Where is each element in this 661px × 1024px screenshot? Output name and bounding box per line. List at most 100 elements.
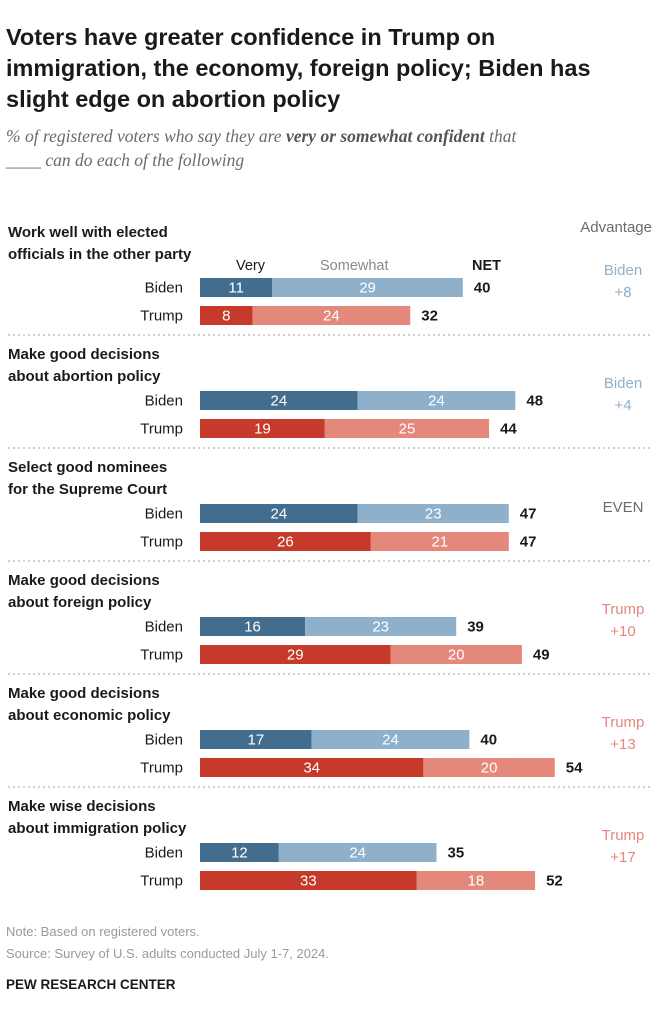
bar-somewhat-trump bbox=[252, 306, 411, 325]
category-label: Work well with elected bbox=[8, 224, 168, 241]
row-label-biden: Biden bbox=[145, 732, 183, 749]
chart-title-line-3: slight edge on abortion policy bbox=[6, 86, 340, 112]
category-label: about economic policy bbox=[8, 707, 171, 724]
advantage-label: Biden bbox=[604, 262, 642, 279]
bar-very-trump bbox=[200, 645, 391, 664]
value-very: 24 bbox=[270, 506, 287, 523]
value-net: 40 bbox=[474, 280, 491, 297]
value-very: 11 bbox=[228, 280, 244, 297]
advantage-label: Trump bbox=[602, 714, 645, 731]
value-somewhat: 18 bbox=[468, 873, 485, 890]
bar-very-trump bbox=[200, 419, 325, 438]
value-somewhat: 24 bbox=[349, 845, 366, 862]
row-label-trump: Trump bbox=[140, 647, 183, 664]
category-label: Make good decisions bbox=[8, 685, 160, 702]
value-net: 52 bbox=[546, 873, 563, 890]
value-very: 34 bbox=[303, 760, 320, 777]
category-label: about immigration policy bbox=[8, 820, 187, 837]
value-very: 33 bbox=[300, 873, 317, 890]
row-label-trump: Trump bbox=[140, 421, 183, 438]
chart-subtitle-line-1: % of registered voters who say they are … bbox=[6, 126, 518, 146]
value-very: 8 bbox=[222, 308, 230, 325]
advantage-label: +4 bbox=[614, 397, 631, 414]
value-somewhat: 29 bbox=[359, 280, 376, 297]
bar-somewhat-biden bbox=[278, 843, 437, 862]
category-label: Make good decisions bbox=[8, 346, 160, 363]
legend-very: Very bbox=[236, 258, 266, 274]
row-label-trump: Trump bbox=[140, 534, 183, 551]
bar-somewhat-biden bbox=[357, 391, 516, 410]
category-label: for the Supreme Court bbox=[8, 481, 167, 498]
bar-somewhat-biden bbox=[305, 617, 457, 636]
category-label: officials in the other party bbox=[8, 246, 192, 263]
bar-very-biden bbox=[200, 278, 273, 297]
value-somewhat: 21 bbox=[431, 534, 448, 551]
legend-net: NET bbox=[472, 258, 501, 274]
bar-very-biden bbox=[200, 504, 358, 523]
bar-very-biden bbox=[200, 617, 306, 636]
bar-very-trump bbox=[200, 758, 424, 777]
value-very: 26 bbox=[277, 534, 294, 551]
source-text: Source: Survey of U.S. adults conducted … bbox=[6, 946, 329, 961]
row-label-biden: Biden bbox=[145, 280, 183, 297]
advantage-label: +13 bbox=[610, 736, 635, 753]
value-net: 40 bbox=[480, 732, 497, 749]
brand-label: PEW RESEARCH CENTER bbox=[6, 977, 176, 992]
advantage-label: +8 bbox=[614, 284, 631, 301]
bar-very-trump bbox=[200, 306, 253, 325]
value-net: 47 bbox=[520, 506, 537, 523]
plot-area: Work well with elected officials in the o… bbox=[8, 224, 652, 890]
advantage-label: +17 bbox=[610, 849, 635, 866]
bar-very-biden bbox=[200, 730, 312, 749]
row-label-biden: Biden bbox=[145, 506, 183, 523]
value-net: 39 bbox=[467, 619, 484, 636]
chart-title-line-1: Voters have greater confidence in Trump … bbox=[6, 24, 495, 50]
category-label: Make wise decisions bbox=[8, 798, 156, 815]
value-somewhat: 20 bbox=[481, 760, 498, 777]
row-label-trump: Trump bbox=[140, 760, 183, 777]
bar-very-trump bbox=[200, 532, 371, 551]
value-net: 32 bbox=[421, 308, 438, 325]
value-very: 24 bbox=[270, 393, 287, 410]
value-somewhat: 24 bbox=[382, 732, 399, 749]
advantage-label: Trump bbox=[602, 827, 645, 844]
bar-somewhat-trump bbox=[370, 532, 509, 551]
value-somewhat: 20 bbox=[448, 647, 465, 664]
subtitle-emphasis: very or somewhat confident bbox=[286, 126, 486, 146]
bar-somewhat-trump bbox=[416, 871, 536, 890]
advantage-label: EVEN bbox=[603, 499, 644, 516]
value-net: 54 bbox=[566, 760, 583, 777]
legend-somewhat: Somewhat bbox=[320, 258, 389, 274]
bar-somewhat-biden bbox=[357, 504, 509, 523]
row-label-trump: Trump bbox=[140, 873, 183, 890]
value-very: 17 bbox=[248, 732, 265, 749]
row-label-trump: Trump bbox=[140, 308, 183, 325]
value-very: 29 bbox=[287, 647, 304, 664]
bar-somewhat-biden bbox=[272, 278, 463, 297]
value-net: 44 bbox=[500, 421, 517, 438]
chart-subtitle-line-2: ____ can do each of the following bbox=[5, 150, 244, 170]
value-somewhat: 23 bbox=[425, 506, 442, 523]
subtitle-text-pre: % of registered voters who say they are bbox=[6, 126, 286, 146]
row-label-biden: Biden bbox=[145, 619, 183, 636]
value-net: 48 bbox=[526, 393, 543, 410]
value-net: 35 bbox=[448, 845, 465, 862]
category-label: Select good nominees bbox=[8, 459, 167, 476]
bar-somewhat-trump bbox=[423, 758, 555, 777]
value-somewhat: 24 bbox=[323, 308, 340, 325]
value-very: 12 bbox=[231, 845, 248, 862]
advantage-label: +10 bbox=[610, 623, 635, 640]
subtitle-text-post: that bbox=[485, 126, 518, 146]
category-label: about foreign policy bbox=[8, 594, 152, 611]
bar-somewhat-trump bbox=[324, 419, 490, 438]
bar-somewhat-biden bbox=[311, 730, 470, 749]
row-label-biden: Biden bbox=[145, 845, 183, 862]
category-label: about abortion policy bbox=[8, 368, 161, 385]
advantage-label: Trump bbox=[602, 601, 645, 618]
chart-title-line-2: immigration, the economy, foreign policy… bbox=[6, 55, 591, 81]
value-somewhat: 24 bbox=[428, 393, 445, 410]
advantage-label: Biden bbox=[604, 375, 642, 392]
value-net: 47 bbox=[520, 534, 537, 551]
value-somewhat: 25 bbox=[399, 421, 416, 438]
